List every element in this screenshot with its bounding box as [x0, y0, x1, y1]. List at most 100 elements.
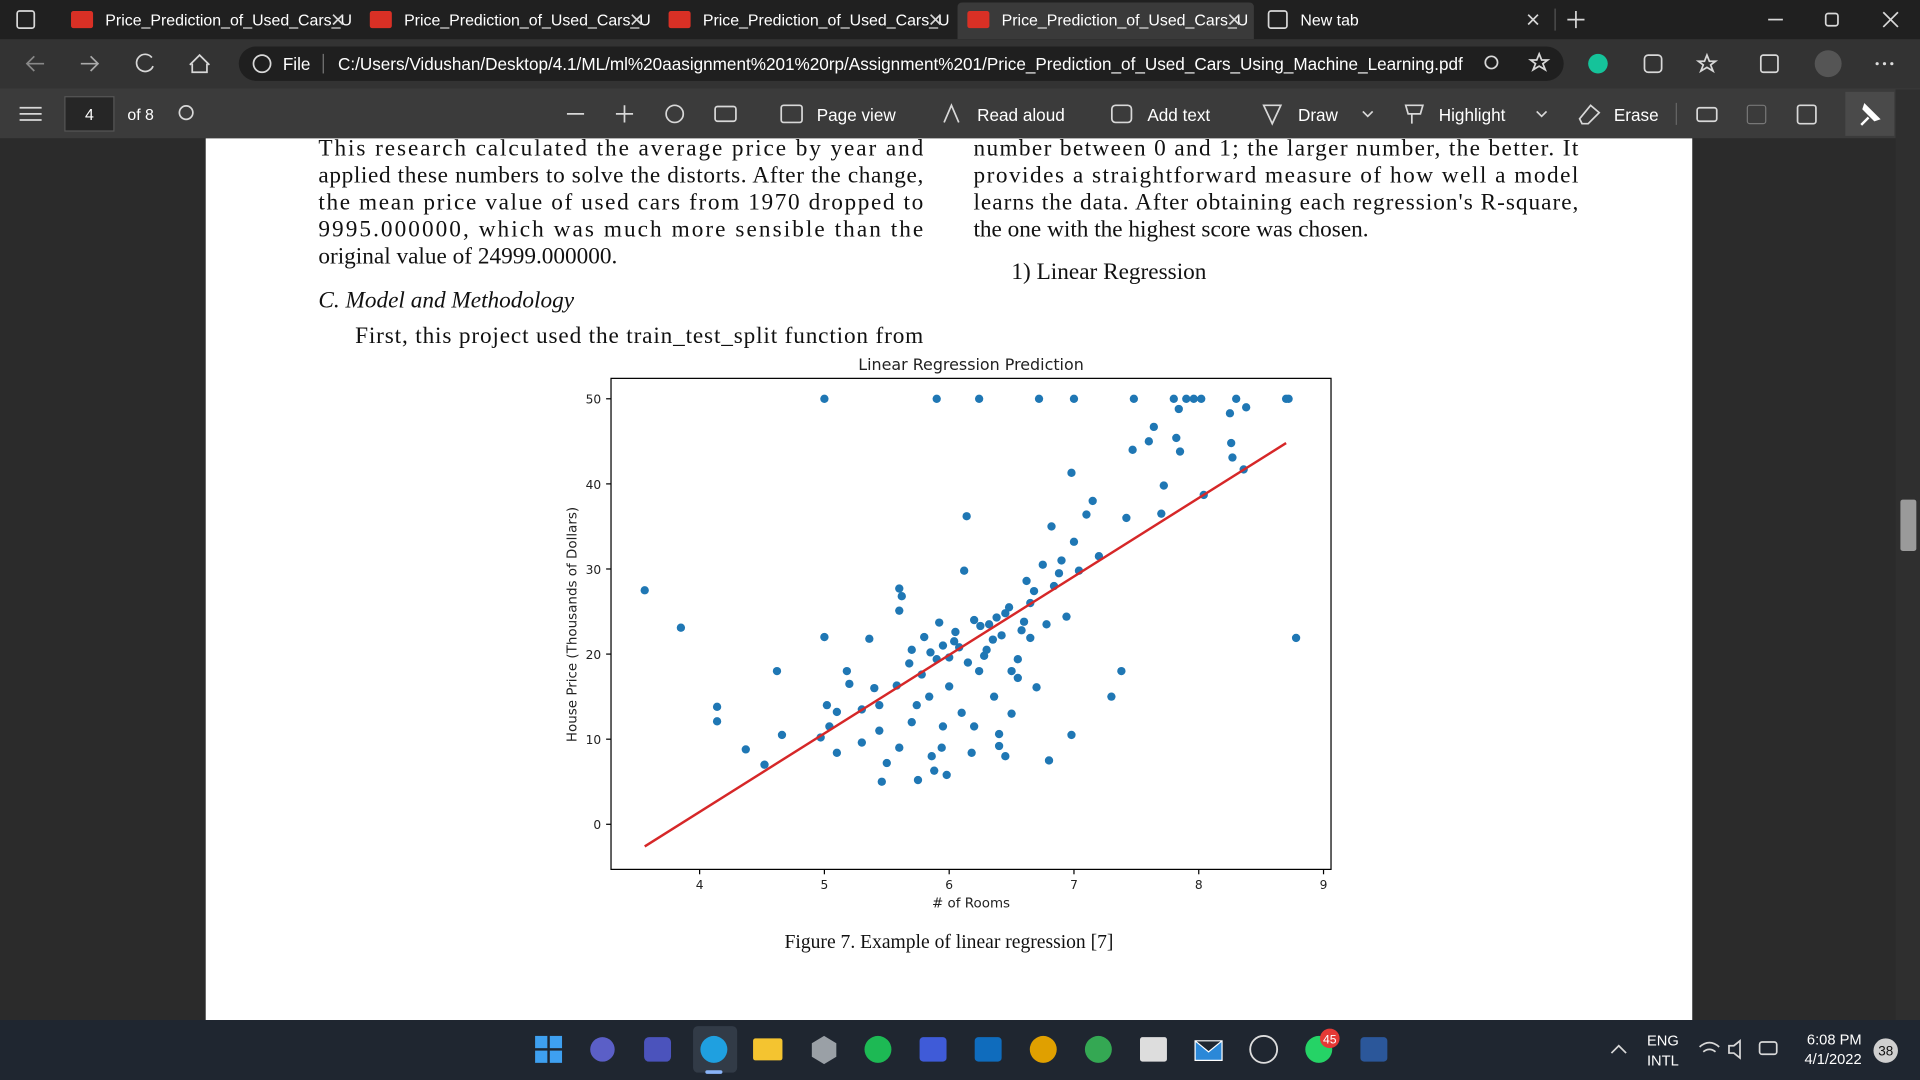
text-line: provides a straightforward measure of ho… [973, 162, 1578, 188]
rotate-button[interactable] [665, 104, 685, 124]
scatter-point [913, 775, 923, 785]
contents-button[interactable] [19, 106, 42, 121]
tab-close[interactable] [332, 14, 344, 26]
app-icon[interactable] [1084, 1035, 1112, 1063]
wifi-icon[interactable] [1699, 1041, 1720, 1053]
profile-avatar[interactable] [1814, 50, 1842, 78]
subsection-heading: 1) Linear Regression [1011, 259, 1206, 285]
address-field[interactable] [238, 46, 1564, 81]
tab[interactable]: New tab [1267, 10, 1539, 30]
tab-title: Price_Prediction_of_Used_Cars_U [404, 13, 651, 30]
address-url[interactable]: C:/Users/Vidushan/Desktop/4.1/ML/ml%20aa… [338, 54, 1463, 74]
new-tab-button[interactable] [1567, 11, 1585, 29]
scatter-point [895, 584, 904, 593]
settings-menu-button[interactable] [1875, 62, 1894, 66]
save-button[interactable] [1746, 104, 1767, 125]
tab[interactable]: Price_Prediction_of_Used_Cars_U [71, 11, 352, 30]
tab[interactable]: Price_Prediction_of_Used_Cars_U [369, 11, 651, 30]
toolbar-button[interactable]: Draw [1298, 105, 1339, 125]
collections-button[interactable] [1759, 54, 1779, 74]
highlight-dropdown[interactable] [1536, 110, 1548, 118]
keyboard-layout[interactable]: INTL [1647, 1053, 1679, 1069]
save-as-button[interactable] [1796, 104, 1817, 125]
restore-button[interactable] [1824, 12, 1839, 27]
home-button[interactable] [189, 53, 210, 74]
app-icon[interactable] [864, 1035, 892, 1063]
start-button[interactable] [535, 1035, 563, 1063]
scatter-point [930, 766, 939, 775]
app-icon[interactable] [1360, 1037, 1388, 1062]
tab-title: New tab [1300, 13, 1359, 30]
search-button[interactable] [178, 105, 194, 121]
tab-actions-button[interactable] [16, 10, 36, 30]
app-icon[interactable] [753, 1038, 783, 1061]
scatter-point [1182, 394, 1191, 403]
app-icon[interactable] [919, 1037, 947, 1062]
fit-button[interactable] [714, 105, 737, 123]
scatter-point [989, 692, 999, 701]
tab-title: Price_Prediction_of_Used_Cars_U [1002, 13, 1249, 30]
app-icon[interactable] [974, 1037, 1002, 1062]
scatter-point [1149, 422, 1158, 432]
scatter-point [1047, 522, 1056, 531]
close-window-button[interactable] [1882, 11, 1899, 28]
tab-close[interactable] [1527, 14, 1539, 26]
notification-badge[interactable] [1873, 1038, 1898, 1063]
info-icon [252, 54, 272, 74]
favorite-button[interactable] [1528, 51, 1551, 72]
language[interactable]: ENG [1647, 1034, 1679, 1050]
y-tick-label: 0 [593, 818, 601, 832]
app-icon[interactable] [1194, 1040, 1223, 1062]
scatter-point [741, 745, 750, 754]
tab[interactable]: Price_Prediction_of_Used_Cars_U [668, 11, 950, 30]
toolbar-button[interactable]: Erase [1614, 105, 1659, 125]
draw-dropdown[interactable] [1362, 110, 1374, 118]
scatter-point [1242, 403, 1251, 412]
pdf-icon [967, 11, 990, 29]
battery-icon[interactable] [1758, 1041, 1778, 1056]
scatter-point [842, 666, 852, 676]
toolbar-button[interactable]: Read aloud [977, 105, 1065, 125]
scatter-point [1034, 394, 1044, 403]
page-number[interactable]: 4 [85, 107, 94, 124]
favorites-button[interactable] [1695, 52, 1719, 74]
clock-date[interactable]: 4/1/2022 [1804, 1052, 1861, 1068]
toolbar-button[interactable]: Page view [817, 105, 897, 125]
app-icon[interactable] [590, 1037, 615, 1062]
scatter-point [895, 743, 904, 752]
zoom-in-button[interactable] [615, 105, 634, 123]
toolbar-button[interactable]: Add text [1147, 105, 1210, 125]
page-number-field[interactable] [64, 96, 115, 132]
app-icon[interactable] [1029, 1035, 1057, 1063]
back-button[interactable] [25, 55, 45, 72]
app-icon[interactable] [644, 1037, 672, 1062]
pdf-toolbar [0, 88, 1920, 139]
app-icon[interactable] [1249, 1035, 1279, 1064]
scrollbar-thumb[interactable] [1900, 499, 1917, 552]
scatter-point [1001, 752, 1010, 761]
volume-icon[interactable] [1728, 1039, 1741, 1060]
pin-toolbar-button[interactable] [1860, 103, 1881, 126]
forward-button[interactable] [80, 55, 100, 72]
scatter-point [907, 645, 916, 654]
clock-time[interactable]: 6:08 PM [1807, 1032, 1862, 1048]
tab-close[interactable] [1228, 14, 1240, 26]
x-tick-label: 8 [1195, 878, 1203, 892]
scatter-point [967, 748, 976, 757]
zoom-icon[interactable] [1484, 55, 1499, 70]
show-hidden-icons[interactable] [1610, 1044, 1627, 1054]
toolbar-button[interactable]: Highlight [1439, 105, 1506, 125]
extensions-button[interactable] [1643, 54, 1663, 74]
scatter-point [920, 632, 929, 642]
refresh-button[interactable] [135, 53, 154, 73]
tab-close[interactable] [631, 14, 643, 26]
tab-close[interactable] [930, 14, 942, 26]
print-button[interactable] [1696, 106, 1718, 123]
app-icon[interactable] [1140, 1037, 1167, 1062]
tab-active[interactable]: Price_Prediction_of_Used_Cars_U [957, 2, 1254, 40]
grammarly-extension[interactable] [1588, 53, 1608, 74]
pdf-icon [71, 11, 94, 29]
app-icon[interactable] [811, 1035, 837, 1065]
app-icon[interactable] [700, 1035, 728, 1063]
